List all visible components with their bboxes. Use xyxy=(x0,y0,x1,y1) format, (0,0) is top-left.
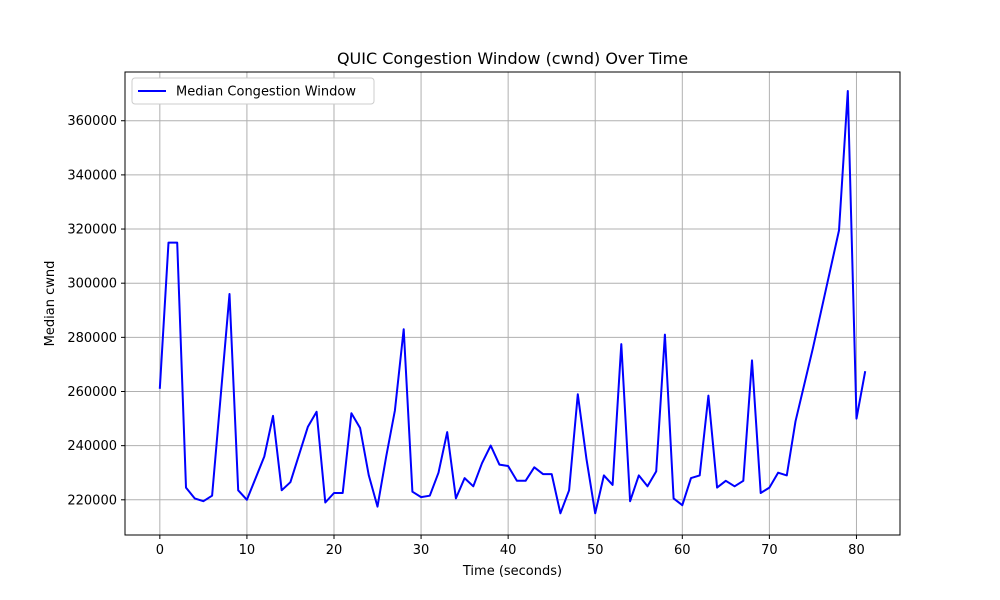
legend: Median Congestion Window xyxy=(131,77,375,105)
x-tick-label: 60 xyxy=(674,543,691,558)
x-tick-label: 70 xyxy=(761,543,778,558)
chart-title: QUIC Congestion Window (cwnd) Over Time xyxy=(337,49,688,68)
x-tick-label: 50 xyxy=(587,543,604,558)
y-tick-label: 360000 xyxy=(67,114,117,129)
series-layer xyxy=(158,90,867,515)
x-tick-label: 10 xyxy=(239,543,256,558)
y-axis-ticks: 220000 240000 260000 280000 300000 320000 3400… xyxy=(67,114,125,508)
y-tick-label: 320000 xyxy=(67,223,117,238)
grid-lines xyxy=(125,72,900,535)
y-tick-label: 340000 xyxy=(67,168,117,183)
y-tick-label: 240000 xyxy=(67,439,117,454)
y-tick-label: 300000 xyxy=(67,277,117,292)
y-axis-label: Median cwnd xyxy=(43,261,58,347)
legend-entry-median-congestion-window: Median Congestion Window xyxy=(176,85,356,100)
y-tick-label: 220000 xyxy=(67,493,117,508)
x-axis-ticks: 0 10 20 30 40 50 60 70 80 xyxy=(156,535,865,558)
y-tick-label: 280000 xyxy=(67,331,117,346)
x-tick-label: 40 xyxy=(500,543,517,558)
plot-frame xyxy=(124,71,901,536)
x-tick-label: 0 xyxy=(156,543,164,558)
x-tick-label: 20 xyxy=(326,543,343,558)
x-tick-label: 80 xyxy=(848,543,865,558)
series-line-median-congestion-window xyxy=(158,90,867,515)
y-tick-label: 260000 xyxy=(67,385,117,400)
x-axis-label: Time (seconds) xyxy=(462,564,562,579)
x-tick-label: 30 xyxy=(413,543,430,558)
legend-box xyxy=(131,77,375,105)
